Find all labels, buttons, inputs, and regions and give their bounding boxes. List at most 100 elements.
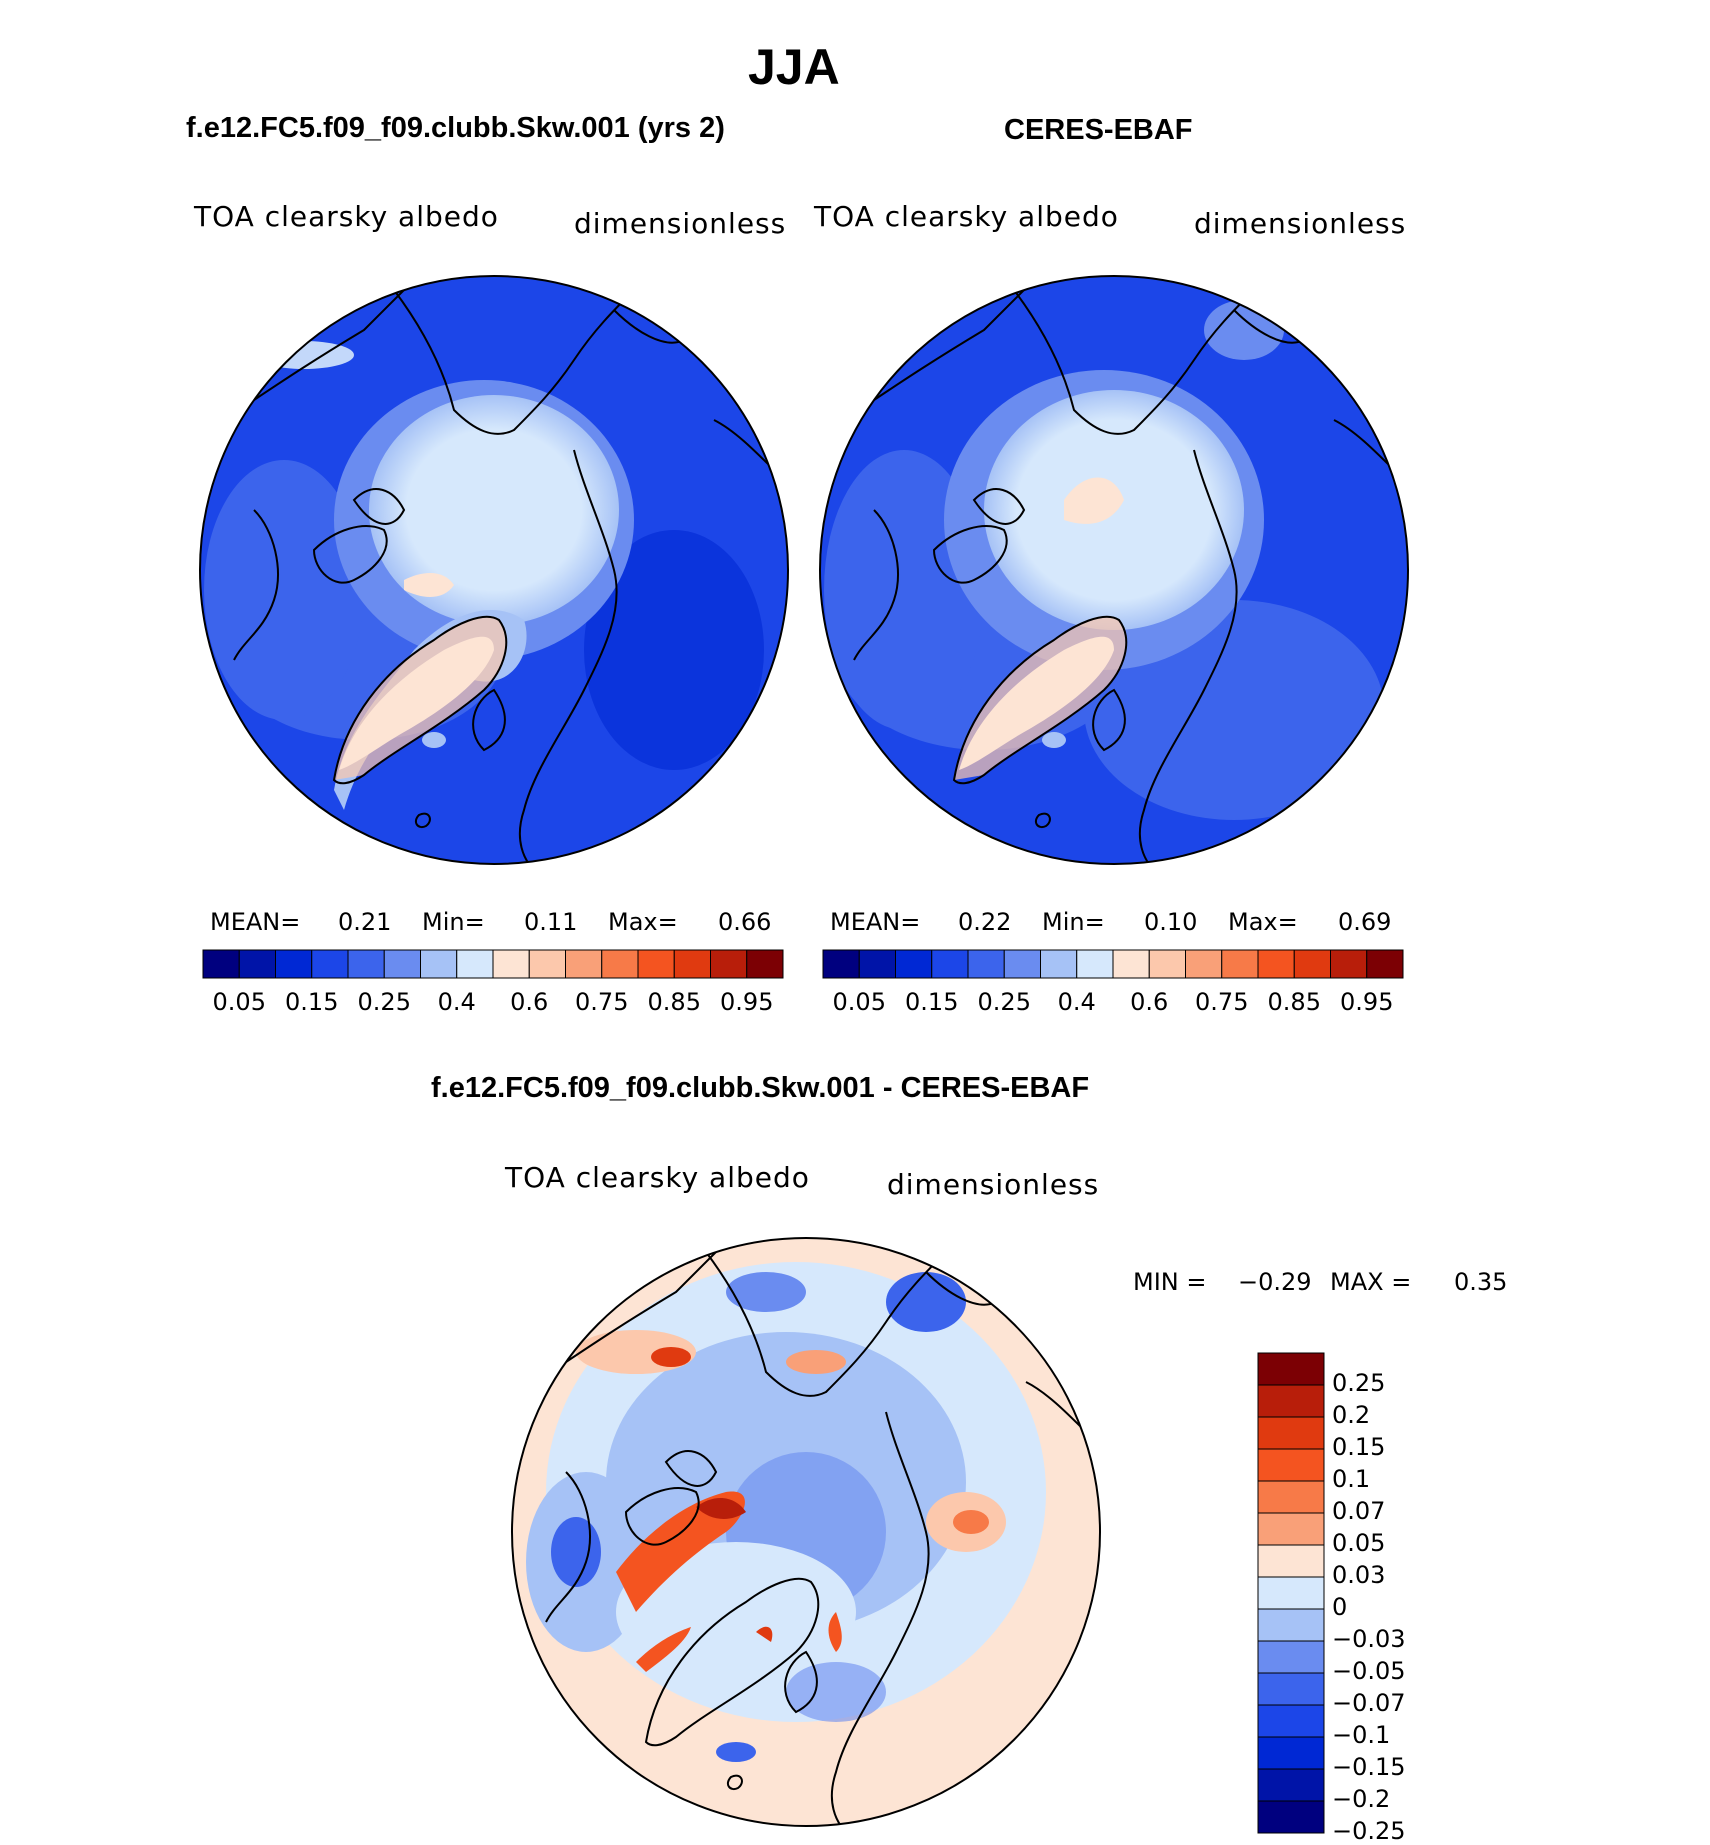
- colorbar-swatch: [275, 949, 313, 979]
- colorbar-swatch: [895, 949, 933, 979]
- colorbar-swatch: [1257, 1672, 1325, 1706]
- colorbar-swatch: [822, 949, 860, 979]
- diff-colorbar: [1257, 1352, 1325, 1834]
- colorbar-swatch: [383, 949, 421, 979]
- diff-units: dimensionless: [887, 1168, 1100, 1201]
- colorbar-swatch: [1257, 1704, 1325, 1738]
- colorbar-tick-label: 0.2: [1332, 1401, 1371, 1429]
- colorbar-swatch: [1257, 1480, 1325, 1514]
- colorbar-swatch: [967, 949, 1005, 979]
- panel-2-min-label: Min=: [1042, 908, 1105, 936]
- colorbar-swatch: [1257, 1384, 1325, 1418]
- colorbar-swatch: [492, 949, 530, 979]
- colorbar-swatch: [1221, 949, 1259, 979]
- panel-2-units: dimensionless: [1194, 207, 1407, 240]
- colorbar-tick-label: 0.1: [1332, 1465, 1371, 1493]
- panel-2-colorbar: [822, 949, 1404, 979]
- colorbar-tick-label: 0.95: [720, 988, 774, 1016]
- colorbar-swatch: [1257, 1512, 1325, 1546]
- colorbar-swatch: [1257, 1576, 1325, 1610]
- colorbar-tick-label: 0.05: [832, 988, 886, 1016]
- colorbar-swatch: [1257, 1352, 1325, 1386]
- colorbar-tick-label: 0.6: [1130, 988, 1169, 1016]
- diff-variable: TOA clearsky albedo: [505, 1161, 810, 1194]
- panel-1-mean-label: MEAN=: [210, 908, 301, 936]
- colorbar-tick-label: 0.85: [647, 988, 701, 1016]
- colorbar-swatch: [1257, 1416, 1325, 1450]
- colorbar-swatch: [1257, 1544, 1325, 1578]
- colorbar-swatch: [202, 949, 240, 979]
- colorbar-swatch: [238, 949, 276, 979]
- figure-title: JJA: [748, 39, 840, 95]
- colorbar-swatch: [1330, 949, 1368, 979]
- panel-1-units: dimensionless: [574, 207, 787, 240]
- colorbar-swatch: [637, 949, 675, 979]
- panel-2-map: [819, 275, 1409, 865]
- colorbar-swatch: [1257, 1800, 1325, 1834]
- panel-2-variable: TOA clearsky albedo: [814, 200, 1119, 233]
- colorbar-swatch: [528, 949, 566, 979]
- panel-1-colorbar: [202, 949, 784, 979]
- colorbar-tick-label: 0.03: [1332, 1561, 1386, 1589]
- colorbar-tick-label: 0.25: [1332, 1369, 1386, 1397]
- panel-1-max-label: Max=: [608, 908, 678, 936]
- colorbar-tick-label: −0.2: [1332, 1785, 1391, 1813]
- colorbar-tick-label: 0.85: [1267, 988, 1321, 1016]
- panel-2-mean-label: MEAN=: [830, 908, 921, 936]
- colorbar-tick-label: 0.6: [510, 988, 549, 1016]
- colorbar-tick-label: 0.15: [905, 988, 959, 1016]
- colorbar-tick-label: 0.05: [212, 988, 266, 1016]
- colorbar-swatch: [601, 949, 639, 979]
- colorbar-tick-label: 0.75: [575, 988, 629, 1016]
- colorbar-tick-label: −0.03: [1332, 1625, 1406, 1653]
- colorbar-tick-label: −0.1: [1332, 1721, 1391, 1749]
- colorbar-tick-label: 0.75: [1195, 988, 1249, 1016]
- colorbar-tick-label: 0.15: [1332, 1433, 1386, 1461]
- colorbar-swatch: [420, 949, 458, 979]
- colorbar-swatch: [858, 949, 896, 979]
- colorbar-swatch: [1293, 949, 1331, 979]
- panel-1-min-label: Min=: [422, 908, 485, 936]
- colorbar-swatch: [1257, 1736, 1325, 1770]
- colorbar-swatch: [1040, 949, 1078, 979]
- colorbar-tick-label: 0.25: [977, 988, 1031, 1016]
- colorbar-swatch: [456, 949, 494, 979]
- colorbar-swatch: [311, 949, 349, 979]
- panel-1-mean-value: 0.21: [338, 908, 392, 936]
- colorbar-swatch: [347, 949, 385, 979]
- panel-1-variable: TOA clearsky albedo: [194, 200, 499, 233]
- colorbar-swatch: [1257, 1448, 1325, 1482]
- colorbar-swatch: [710, 949, 748, 979]
- colorbar-tick-label: 0.95: [1340, 988, 1394, 1016]
- colorbar-swatch: [1112, 949, 1150, 979]
- colorbar-tick-label: 0.4: [1057, 988, 1096, 1016]
- panel-2-min-value: 0.10: [1144, 908, 1198, 936]
- colorbar-tick-label: −0.07: [1332, 1689, 1406, 1717]
- diff-max-label: MAX =: [1330, 1268, 1412, 1296]
- diff-min-label: MIN =: [1133, 1268, 1207, 1296]
- colorbar-swatch: [1003, 949, 1041, 979]
- diff-max-value: 0.35: [1454, 1268, 1508, 1296]
- diff-min-value: −0.29: [1238, 1268, 1312, 1296]
- colorbar-tick-label: 0.05: [1332, 1529, 1386, 1557]
- colorbar-tick-label: 0.25: [357, 988, 411, 1016]
- colorbar-swatch: [1257, 949, 1295, 979]
- colorbar-swatch: [1185, 949, 1223, 979]
- colorbar-tick-label: −0.25: [1332, 1817, 1406, 1845]
- colorbar-swatch: [1257, 1768, 1325, 1802]
- panel-2-mean-value: 0.22: [958, 908, 1012, 936]
- diff-map: [511, 1237, 1101, 1827]
- colorbar-tick-label: 0: [1332, 1593, 1348, 1621]
- panel-1-map: [199, 275, 789, 865]
- panel-1-min-value: 0.11: [524, 908, 578, 936]
- colorbar-swatch: [673, 949, 711, 979]
- colorbar-tick-label: 0.15: [285, 988, 339, 1016]
- colorbar-swatch: [1148, 949, 1186, 979]
- colorbar-swatch: [746, 949, 784, 979]
- colorbar-swatch: [931, 949, 969, 979]
- panel-1-max-value: 0.66: [718, 908, 772, 936]
- colorbar-swatch: [1257, 1608, 1325, 1642]
- colorbar-tick-label: −0.15: [1332, 1753, 1406, 1781]
- panel-2-title: CERES-EBAF: [1004, 114, 1193, 146]
- colorbar-swatch: [1257, 1640, 1325, 1674]
